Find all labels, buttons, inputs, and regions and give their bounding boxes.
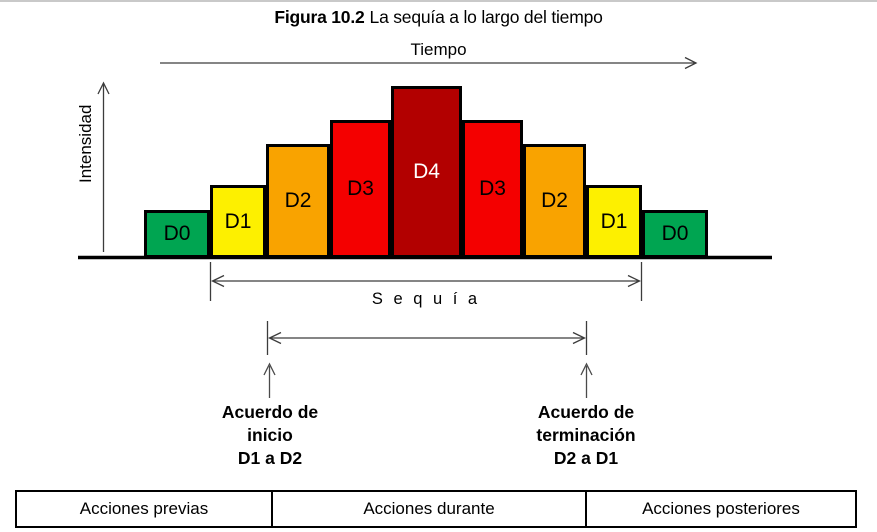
bar-label: D1 (224, 209, 252, 233)
bar-label: D1 (600, 209, 628, 233)
bar-label: D0 (163, 222, 191, 245)
bar-d0-left: D0 (144, 210, 210, 258)
top-border-strip (0, 0, 877, 2)
x-axis-label: Tiempo (410, 40, 467, 59)
bar-label: D2 (541, 189, 568, 212)
actions-table: Acciones previas Acciones durante Accion… (15, 490, 857, 528)
bar-d4-peak: D4 (391, 86, 462, 258)
bar-label: D2 (284, 189, 312, 212)
actions-during-cell: Acciones durante (271, 490, 587, 528)
figure-number: Figura 10.2 (274, 7, 365, 27)
actions-previous-cell: Acciones previas (15, 490, 273, 528)
bar-d1-right: D1 (586, 185, 642, 258)
bar-d3-right: D3 (462, 120, 523, 258)
end-agreement-label: Acuerdo de terminación D2 a D1 (476, 401, 696, 470)
bar-d0-right: D0 (642, 210, 708, 258)
bar-d2-right: D2 (523, 144, 586, 258)
agreement-line: inicio (247, 425, 293, 445)
actions-posterior-cell: Acciones posteriores (585, 490, 857, 528)
bar-d2-left: D2 (266, 144, 330, 258)
agreement-line: Acuerdo de (537, 402, 635, 422)
figure-caption: La sequía a lo largo del tiempo (369, 7, 603, 27)
sequia-span-label: S e q u í a (371, 290, 481, 308)
agreement-line: Acuerdo de (221, 402, 319, 422)
agreement-line: terminación (536, 425, 636, 445)
bar-label: D4 (413, 160, 440, 183)
start-agreement-label: Acuerdo de inicio D1 a D2 (160, 401, 380, 470)
bar-d3-left: D3 (330, 120, 391, 258)
agreement-line: D1 a D2 (237, 448, 303, 468)
bar-label: D3 (347, 177, 374, 200)
agreement-bracket (266, 321, 588, 355)
bar-label: D3 (479, 177, 506, 200)
end-pointer-arrow-icon (580, 362, 593, 398)
bar-label: D0 (661, 222, 689, 245)
start-pointer-arrow-icon (263, 362, 276, 398)
intensity-arrow-icon (97, 81, 110, 252)
figure-title: Figura 10.2 La sequía a lo largo del tiem… (0, 7, 877, 28)
agreement-line: D2 a D1 (553, 448, 619, 468)
bar-d1-left: D1 (210, 185, 266, 258)
